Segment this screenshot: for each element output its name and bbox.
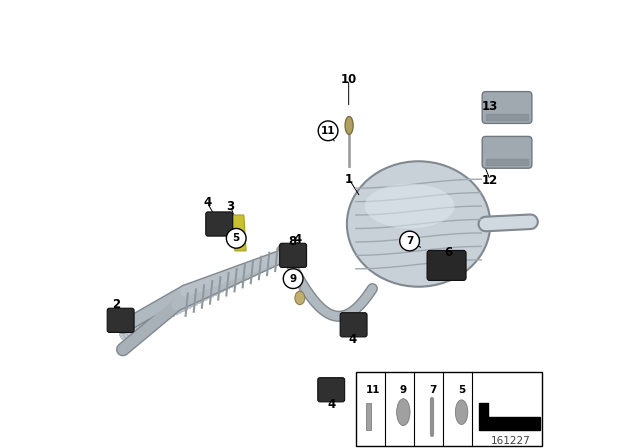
Ellipse shape	[275, 253, 282, 263]
Ellipse shape	[184, 299, 191, 309]
Text: 4: 4	[294, 233, 301, 246]
Ellipse shape	[178, 302, 185, 312]
Ellipse shape	[278, 252, 285, 262]
Ellipse shape	[271, 255, 279, 265]
Text: 7: 7	[406, 236, 413, 246]
Ellipse shape	[239, 271, 246, 281]
Ellipse shape	[236, 273, 243, 283]
Ellipse shape	[142, 320, 149, 330]
Text: 9: 9	[289, 274, 297, 284]
Ellipse shape	[345, 116, 353, 134]
FancyBboxPatch shape	[206, 212, 233, 236]
FancyBboxPatch shape	[340, 313, 367, 337]
Ellipse shape	[161, 310, 168, 320]
Polygon shape	[233, 215, 246, 251]
Ellipse shape	[233, 274, 240, 284]
FancyBboxPatch shape	[108, 308, 134, 332]
Circle shape	[318, 121, 338, 141]
Ellipse shape	[152, 315, 159, 325]
Text: 5: 5	[232, 233, 240, 243]
Ellipse shape	[188, 297, 195, 307]
Ellipse shape	[216, 282, 224, 292]
FancyBboxPatch shape	[427, 250, 466, 280]
Ellipse shape	[347, 161, 490, 287]
Text: 8: 8	[288, 234, 296, 248]
Ellipse shape	[243, 269, 250, 280]
Text: 10: 10	[340, 73, 356, 86]
Ellipse shape	[181, 300, 188, 310]
Ellipse shape	[230, 276, 237, 286]
Ellipse shape	[155, 313, 162, 323]
Ellipse shape	[132, 325, 140, 335]
Polygon shape	[479, 403, 540, 430]
Text: 11: 11	[365, 385, 380, 395]
Text: 6: 6	[444, 246, 452, 259]
Ellipse shape	[145, 318, 152, 328]
Ellipse shape	[210, 286, 217, 296]
Circle shape	[284, 269, 303, 289]
Ellipse shape	[164, 308, 172, 318]
Ellipse shape	[197, 292, 204, 302]
Text: 1: 1	[345, 172, 353, 186]
Ellipse shape	[136, 323, 143, 333]
Ellipse shape	[259, 261, 266, 271]
Ellipse shape	[194, 294, 201, 304]
Ellipse shape	[255, 263, 262, 273]
Ellipse shape	[129, 326, 136, 336]
Text: 9: 9	[400, 385, 407, 395]
Text: 5: 5	[458, 385, 465, 395]
Text: 2: 2	[112, 298, 120, 311]
FancyBboxPatch shape	[482, 92, 532, 123]
Ellipse shape	[200, 291, 207, 301]
Text: 11: 11	[321, 126, 335, 136]
Ellipse shape	[191, 295, 198, 305]
Ellipse shape	[122, 329, 130, 339]
Bar	[365, 403, 371, 430]
Ellipse shape	[262, 260, 269, 270]
Ellipse shape	[365, 184, 454, 228]
Ellipse shape	[213, 284, 221, 294]
Ellipse shape	[119, 331, 127, 341]
Ellipse shape	[168, 307, 175, 317]
Text: 161227: 161227	[491, 436, 531, 446]
FancyBboxPatch shape	[280, 243, 307, 267]
FancyBboxPatch shape	[482, 136, 532, 168]
Ellipse shape	[139, 321, 146, 331]
Ellipse shape	[252, 265, 259, 275]
Text: 3: 3	[227, 199, 234, 213]
Ellipse shape	[455, 400, 468, 425]
FancyBboxPatch shape	[317, 378, 345, 402]
Ellipse shape	[220, 281, 227, 291]
Ellipse shape	[158, 312, 165, 322]
Ellipse shape	[174, 303, 182, 314]
Ellipse shape	[204, 289, 211, 299]
Ellipse shape	[249, 266, 256, 276]
Ellipse shape	[268, 257, 276, 267]
Ellipse shape	[126, 328, 133, 338]
Ellipse shape	[265, 258, 273, 268]
Text: 7: 7	[429, 385, 436, 395]
Ellipse shape	[223, 279, 230, 289]
Ellipse shape	[207, 287, 214, 297]
Text: 4: 4	[203, 196, 211, 209]
Circle shape	[227, 228, 246, 248]
Ellipse shape	[171, 305, 179, 315]
Ellipse shape	[246, 268, 253, 278]
Text: 4: 4	[328, 398, 336, 411]
Ellipse shape	[227, 278, 234, 288]
Text: 13: 13	[482, 100, 499, 113]
Ellipse shape	[397, 399, 410, 426]
Ellipse shape	[148, 316, 156, 326]
Ellipse shape	[295, 291, 305, 305]
Text: 4: 4	[349, 333, 357, 346]
Circle shape	[400, 231, 419, 251]
Bar	[356, 372, 541, 446]
Text: 12: 12	[482, 173, 499, 187]
